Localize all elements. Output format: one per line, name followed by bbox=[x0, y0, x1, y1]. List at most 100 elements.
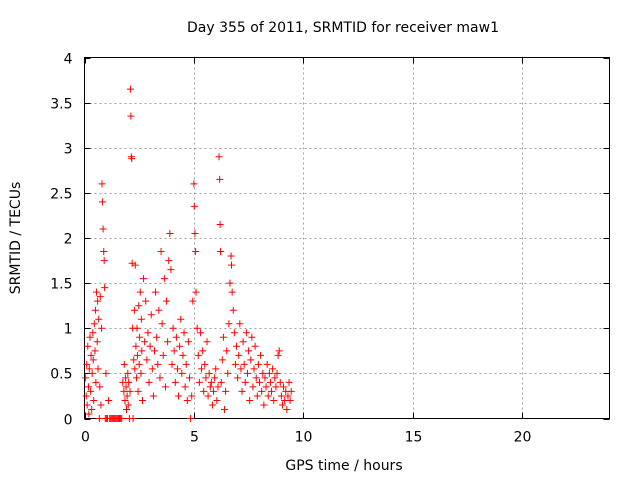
data-point bbox=[90, 396, 98, 404]
data-point bbox=[137, 369, 145, 377]
data-point bbox=[205, 369, 213, 377]
data-point bbox=[160, 275, 168, 283]
y-tick-label: 2 bbox=[64, 232, 73, 248]
data-point bbox=[92, 378, 100, 386]
data-point bbox=[243, 369, 251, 377]
data-point bbox=[151, 347, 158, 355]
data-point bbox=[169, 324, 177, 332]
data-point bbox=[210, 387, 218, 395]
data-point bbox=[225, 320, 233, 328]
data-point bbox=[287, 387, 295, 395]
data-point bbox=[182, 360, 190, 368]
data-point bbox=[187, 415, 195, 422]
data-point bbox=[285, 378, 293, 386]
data-point bbox=[275, 347, 283, 355]
data-point bbox=[211, 374, 219, 382]
y-tick-label: 1.5 bbox=[50, 277, 72, 293]
data-point bbox=[124, 401, 132, 409]
data-point bbox=[87, 387, 95, 395]
x-tick-label: 20 bbox=[514, 430, 532, 446]
data-point bbox=[177, 315, 185, 323]
data-point bbox=[133, 324, 141, 332]
data-point bbox=[161, 383, 169, 391]
data-point bbox=[200, 387, 208, 395]
data-point bbox=[138, 347, 146, 355]
data-point bbox=[89, 329, 97, 337]
data-point bbox=[245, 347, 253, 355]
data-point bbox=[233, 342, 241, 350]
data-point bbox=[173, 365, 181, 373]
data-point bbox=[242, 329, 250, 337]
data-point bbox=[222, 387, 230, 395]
data-point bbox=[83, 401, 91, 409]
x-axis-label: GPS time / hours bbox=[285, 458, 402, 474]
data-point bbox=[224, 369, 232, 377]
data-point bbox=[251, 342, 259, 350]
data-point bbox=[198, 365, 206, 373]
data-point bbox=[142, 297, 150, 305]
y-tick-label: 1 bbox=[64, 322, 73, 338]
data-point bbox=[136, 333, 144, 341]
data-point bbox=[159, 351, 167, 359]
data-point bbox=[231, 360, 239, 368]
chart-title: Day 355 of 2011, SRMTID for receiver maw… bbox=[187, 20, 499, 36]
data-point bbox=[128, 259, 136, 267]
data-point bbox=[214, 383, 222, 391]
data-point bbox=[266, 378, 274, 386]
data-point bbox=[98, 324, 106, 332]
data-point bbox=[264, 392, 272, 400]
data-point bbox=[278, 401, 286, 409]
data-point bbox=[94, 297, 102, 305]
data-point bbox=[143, 356, 151, 364]
data-point bbox=[96, 383, 104, 391]
data-point bbox=[195, 378, 203, 386]
data-points bbox=[82, 85, 295, 422]
data-point bbox=[183, 396, 191, 404]
data-point bbox=[119, 378, 127, 386]
data-point bbox=[171, 378, 179, 386]
data-point bbox=[125, 378, 133, 386]
y-tick-label: 0.5 bbox=[50, 367, 72, 383]
data-point bbox=[250, 365, 258, 373]
data-point bbox=[201, 360, 209, 368]
data-point bbox=[179, 351, 187, 359]
data-point bbox=[131, 365, 139, 373]
data-point bbox=[135, 302, 143, 310]
data-point bbox=[181, 383, 189, 391]
data-point bbox=[118, 415, 126, 422]
y-tick-label: 0 bbox=[64, 413, 73, 429]
data-point bbox=[272, 383, 280, 391]
data-point bbox=[121, 396, 129, 404]
data-point bbox=[178, 369, 186, 377]
data-point bbox=[219, 333, 227, 341]
data-point bbox=[105, 396, 113, 404]
data-point bbox=[246, 396, 254, 404]
data-point bbox=[91, 347, 99, 355]
data-point bbox=[234, 374, 242, 382]
data-point bbox=[95, 415, 103, 422]
data-point bbox=[284, 392, 292, 400]
data-point bbox=[166, 229, 174, 237]
data-point bbox=[286, 396, 294, 404]
data-point bbox=[176, 342, 184, 350]
data-point bbox=[82, 392, 90, 400]
data-point bbox=[122, 374, 130, 382]
data-point bbox=[186, 374, 193, 382]
data-point bbox=[216, 220, 224, 228]
data-point bbox=[168, 360, 176, 368]
data-point bbox=[229, 306, 237, 314]
data-point bbox=[228, 261, 235, 269]
data-point bbox=[190, 202, 198, 210]
data-point bbox=[188, 392, 196, 400]
data-point bbox=[91, 306, 99, 314]
data-point bbox=[212, 365, 220, 373]
data-point bbox=[157, 248, 165, 256]
data-point bbox=[100, 257, 108, 265]
data-point bbox=[97, 401, 105, 409]
data-point bbox=[130, 306, 138, 314]
data-point bbox=[206, 383, 214, 391]
data-point bbox=[189, 297, 197, 305]
data-point bbox=[218, 356, 226, 364]
data-point bbox=[86, 333, 94, 341]
data-point bbox=[145, 378, 153, 386]
